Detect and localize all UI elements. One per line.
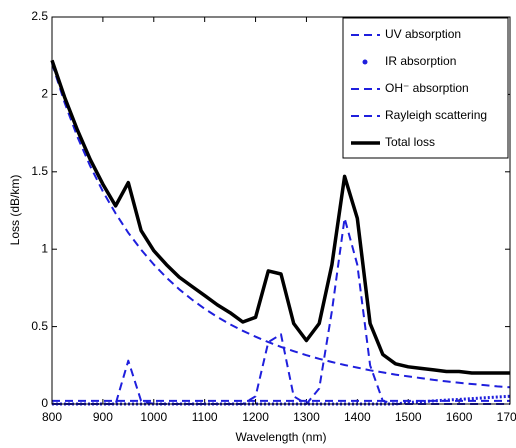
x-tick-label: 1100 [192,410,218,424]
series-line [50,59,510,375]
x-tick-label: 1500 [395,410,422,424]
legend-label: Total loss [385,135,435,149]
x-axis-label: Wavelength (nm) [236,430,327,444]
x-tick-label: 1600 [446,410,473,424]
series-line [52,217,510,405]
legend-label: Rayleigh scattering [385,108,487,122]
x-tick-label: 1700 [497,410,516,424]
y-axis-label: Loss (dB/km) [8,175,22,246]
y-tick-label: 2.5 [31,9,48,23]
y-tick-label: 2 [41,87,48,101]
x-tick-label: 1400 [344,410,371,424]
legend: UV absorption IR absorption OH⁻ absorption… [342,17,509,159]
legend-marker [362,59,368,65]
y-tick-label: 1 [41,241,48,255]
legend-label: IR absorption [385,54,456,68]
x-tick-label: 900 [93,410,113,424]
legend-label: OH⁻ absorption [385,81,469,95]
y-tick-label: 0 [41,396,48,410]
series-line [51,63,511,389]
x-tick-label: 1000 [140,410,167,424]
y-tick-label: 0.5 [31,319,48,333]
plot-frame [51,16,511,405]
x-tick-label: 800 [42,410,62,424]
y-tick-label: 1.5 [31,164,48,178]
x-tick-label: 1200 [242,410,269,424]
x-tick-label: 1300 [293,410,320,424]
legend-label: UV absorption [385,27,461,41]
